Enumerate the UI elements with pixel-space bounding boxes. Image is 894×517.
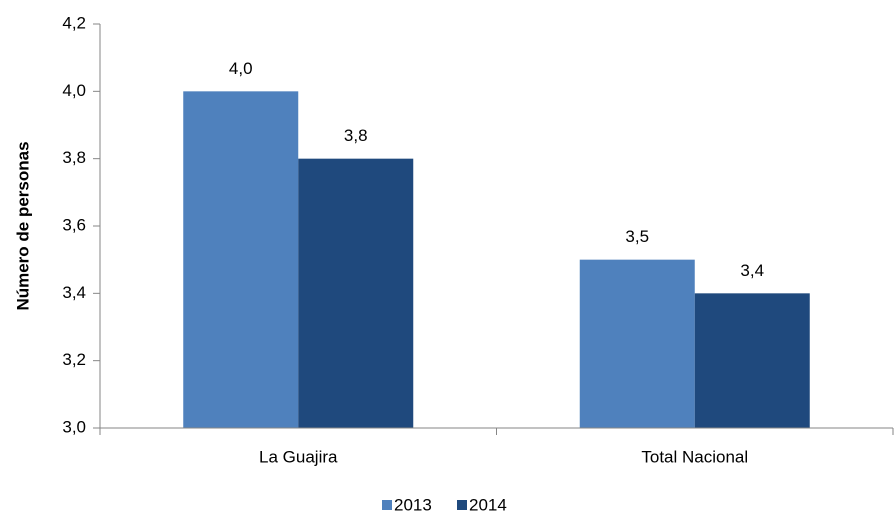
data-label: 3,4 — [740, 261, 764, 280]
x-tick-label: La Guajira — [259, 447, 338, 466]
bar — [183, 91, 299, 428]
x-tick-label: Total Nacional — [641, 447, 748, 466]
data-label: 4,0 — [229, 59, 253, 78]
data-label: 3,8 — [344, 126, 368, 145]
legend-swatch — [382, 500, 392, 510]
y-tick-label: 3,0 — [62, 417, 86, 436]
bar — [579, 259, 695, 428]
legend-swatch — [457, 500, 467, 510]
data-label: 3,5 — [625, 227, 649, 246]
y-tick-label: 3,4 — [62, 283, 86, 302]
y-axis-label: Número de personas — [13, 141, 32, 310]
y-tick-label: 4,0 — [62, 81, 86, 100]
y-tick-label: 3,6 — [62, 215, 86, 234]
y-tick-label: 4,2 — [62, 13, 86, 32]
bar — [298, 158, 414, 428]
y-tick-label: 3,8 — [62, 148, 86, 167]
y-tick-label: 3,2 — [62, 350, 86, 369]
legend-label: 2013 — [394, 495, 432, 514]
bar — [694, 293, 810, 428]
legend-label: 2014 — [469, 495, 507, 514]
